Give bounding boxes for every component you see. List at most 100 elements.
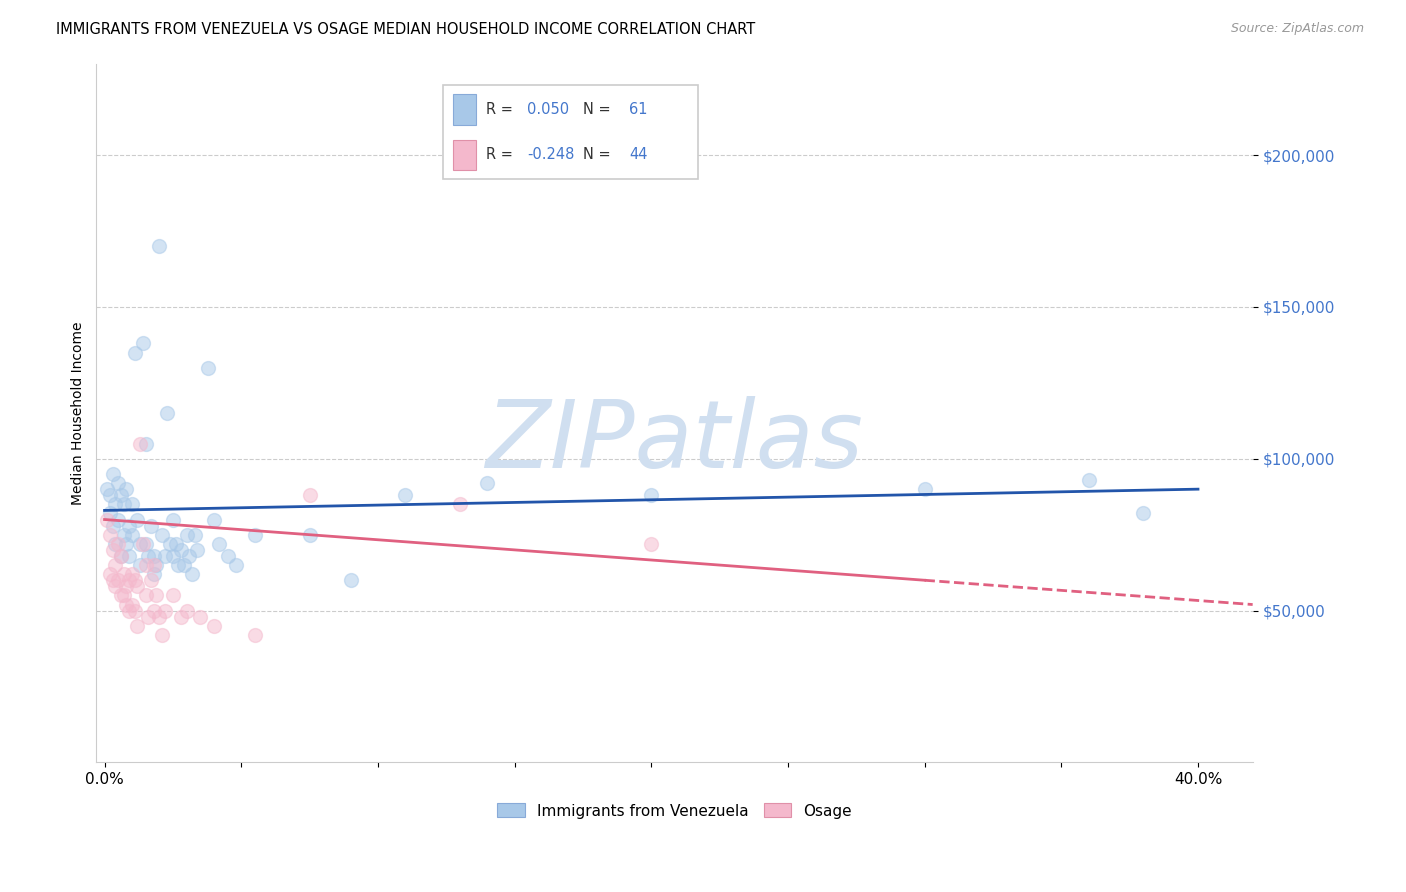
Point <box>339 574 361 588</box>
Point <box>640 537 662 551</box>
Point <box>104 558 127 572</box>
Point <box>112 567 135 582</box>
Point <box>98 507 121 521</box>
Point <box>110 549 132 563</box>
Point <box>127 579 149 593</box>
Point <box>98 567 121 582</box>
Point <box>162 549 184 563</box>
Point <box>101 542 124 557</box>
Point <box>170 542 193 557</box>
Point <box>176 527 198 541</box>
Text: ZIPatlas: ZIPatlas <box>485 396 863 487</box>
Point <box>101 467 124 481</box>
Point <box>197 360 219 375</box>
Text: Source: ZipAtlas.com: Source: ZipAtlas.com <box>1230 22 1364 36</box>
Point <box>176 604 198 618</box>
Y-axis label: Median Household Income: Median Household Income <box>72 321 86 505</box>
Point <box>107 574 129 588</box>
Point <box>132 336 155 351</box>
Point <box>104 579 127 593</box>
Point <box>202 619 225 633</box>
Point <box>148 609 170 624</box>
Point <box>217 549 239 563</box>
Point <box>129 537 152 551</box>
Point <box>179 549 201 563</box>
Point <box>121 598 143 612</box>
Point <box>165 537 187 551</box>
Point <box>188 609 211 624</box>
Point <box>150 628 173 642</box>
Point <box>112 527 135 541</box>
Point <box>477 476 499 491</box>
Point <box>394 488 416 502</box>
Point <box>298 488 321 502</box>
Point <box>132 537 155 551</box>
Point <box>156 406 179 420</box>
Point <box>110 488 132 502</box>
Point <box>170 609 193 624</box>
Point <box>101 518 124 533</box>
Point <box>127 619 149 633</box>
Point <box>225 558 247 572</box>
Point <box>298 527 321 541</box>
Point <box>153 604 176 618</box>
Point <box>124 345 146 359</box>
Point <box>139 574 162 588</box>
Point <box>145 589 167 603</box>
Point <box>112 589 135 603</box>
Point <box>1077 473 1099 487</box>
Point <box>124 604 146 618</box>
Point <box>98 527 121 541</box>
Point <box>145 558 167 572</box>
Point <box>121 567 143 582</box>
Point <box>186 542 208 557</box>
Point <box>115 537 138 551</box>
Point <box>115 579 138 593</box>
Point <box>104 497 127 511</box>
Point <box>135 537 157 551</box>
Point <box>136 549 159 563</box>
Point <box>107 537 129 551</box>
Point <box>243 527 266 541</box>
Point <box>153 549 176 563</box>
Point <box>98 488 121 502</box>
Point <box>142 549 165 563</box>
Point <box>118 574 141 588</box>
Point <box>135 558 157 572</box>
Point <box>202 512 225 526</box>
Point <box>243 628 266 642</box>
Point <box>640 488 662 502</box>
Point <box>136 609 159 624</box>
Point <box>135 589 157 603</box>
Point <box>184 527 207 541</box>
Point <box>139 518 162 533</box>
Legend: Immigrants from Venezuela, Osage: Immigrants from Venezuela, Osage <box>491 797 858 824</box>
Point <box>159 537 181 551</box>
Point <box>142 567 165 582</box>
Point <box>107 512 129 526</box>
Point <box>115 482 138 496</box>
Point <box>101 574 124 588</box>
Point <box>115 598 138 612</box>
Point <box>208 537 231 551</box>
Point <box>121 497 143 511</box>
Point <box>148 239 170 253</box>
Point <box>181 567 204 582</box>
Text: IMMIGRANTS FROM VENEZUELA VS OSAGE MEDIAN HOUSEHOLD INCOME CORRELATION CHART: IMMIGRANTS FROM VENEZUELA VS OSAGE MEDIA… <box>56 22 755 37</box>
Point <box>142 558 165 572</box>
Point <box>173 558 195 572</box>
Point <box>112 497 135 511</box>
Point <box>1132 507 1154 521</box>
Point <box>118 604 141 618</box>
Point <box>150 527 173 541</box>
Point <box>129 436 152 450</box>
Point <box>124 574 146 588</box>
Point <box>135 436 157 450</box>
Point <box>118 518 141 533</box>
Point <box>96 482 118 496</box>
Point <box>121 527 143 541</box>
Point <box>162 589 184 603</box>
Point <box>129 558 152 572</box>
Point <box>127 512 149 526</box>
Point <box>96 512 118 526</box>
